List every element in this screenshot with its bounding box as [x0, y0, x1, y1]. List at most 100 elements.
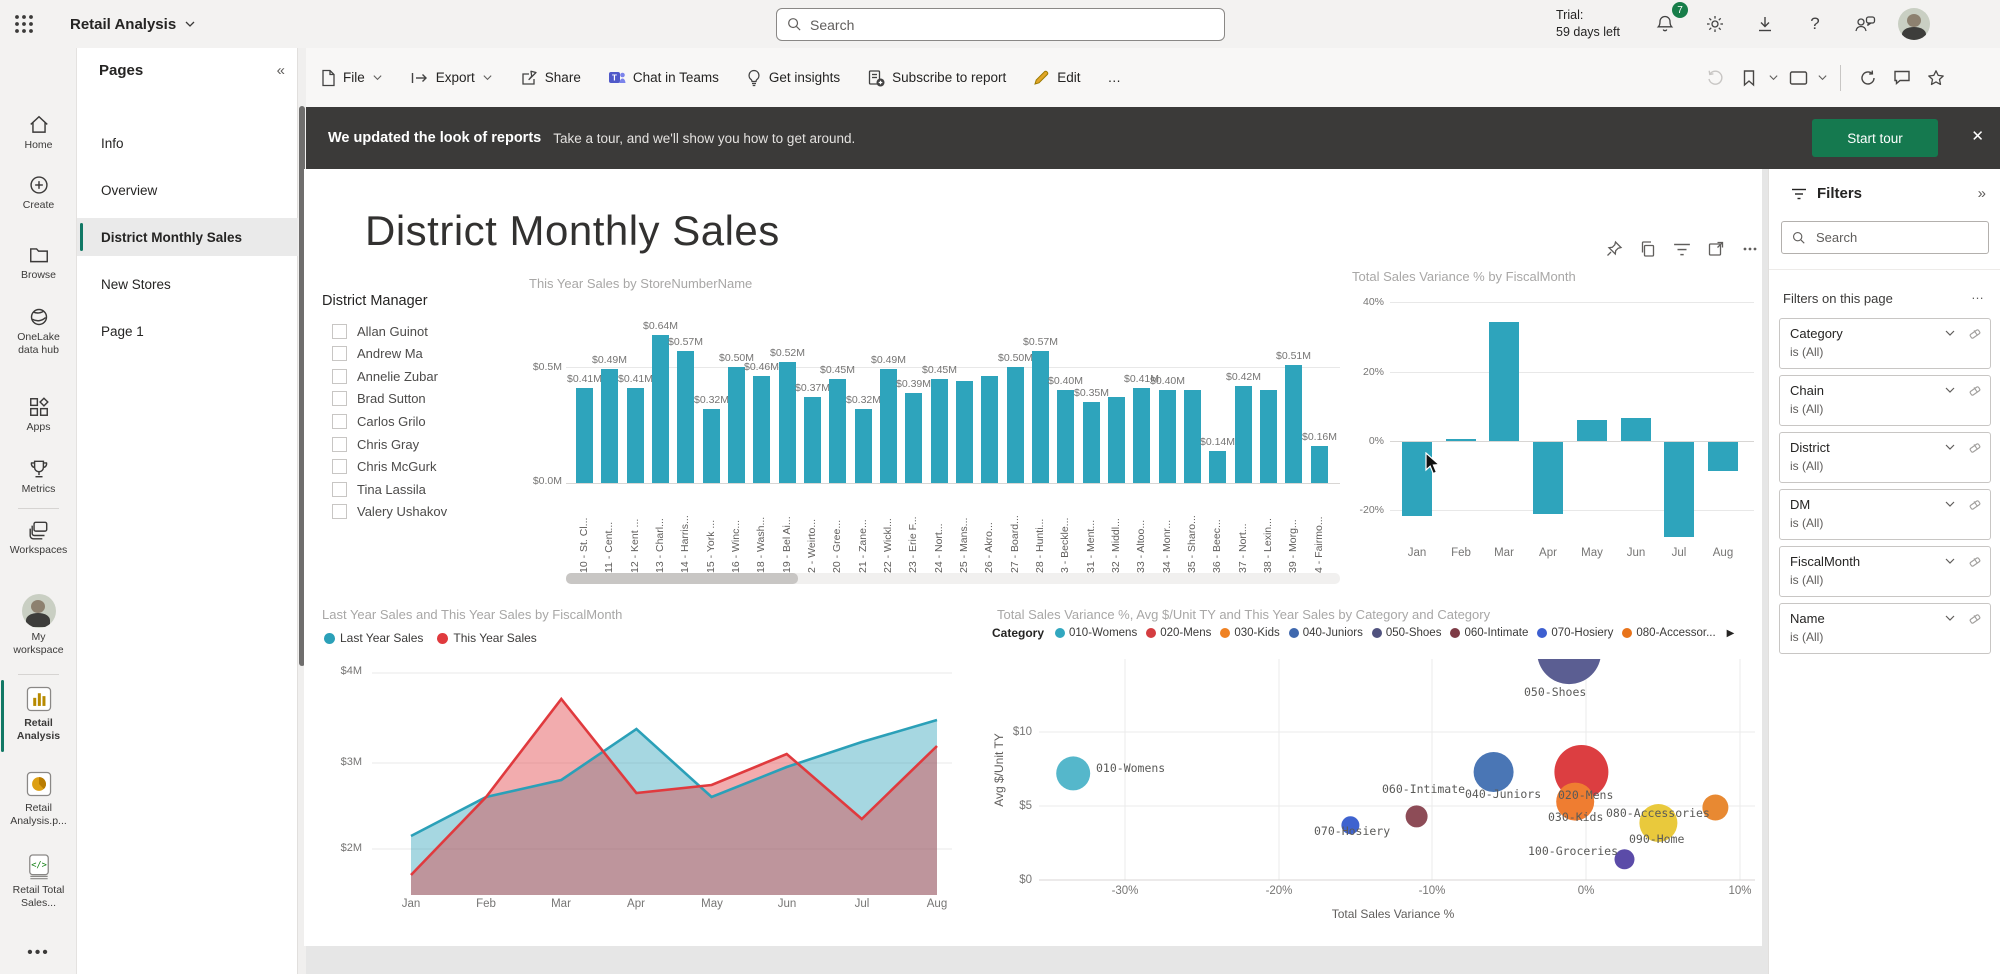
bubble-060-intimate[interactable] [1406, 805, 1428, 827]
clear-filter-icon[interactable] [1968, 327, 1982, 341]
start-tour-button[interactable]: Start tour [1812, 119, 1938, 157]
clear-filter-icon[interactable] [1968, 441, 1982, 455]
bar-19BelAi[interactable] [779, 362, 796, 483]
settings-button[interactable] [1698, 7, 1732, 41]
filter-card-category[interactable]: Categoryis (All) [1779, 318, 1991, 369]
checkbox[interactable] [332, 324, 347, 339]
legend-item-070-hosiery[interactable]: 070-Hosiery [1537, 627, 1613, 639]
filter-card-dm[interactable]: DMis (All) [1779, 489, 1991, 540]
bar-chart-scrollbar[interactable] [566, 573, 1340, 584]
toolbar-export[interactable]: Export [410, 70, 493, 86]
bar-32Middl[interactable] [1108, 397, 1125, 483]
legend-item-030-kids[interactable]: 030-Kids [1220, 627, 1279, 639]
clear-filter-icon[interactable] [1968, 555, 1982, 569]
toolbar-file[interactable]: File [320, 69, 383, 87]
filter-card-name[interactable]: Nameis (All) [1779, 603, 1991, 654]
bar-13Charl[interactable] [652, 335, 669, 483]
rail-item-create[interactable]: Create [0, 174, 77, 212]
sidebar-page-district-monthly-sales[interactable]: District Monthly Sales [77, 218, 298, 256]
rail-item-retail[interactable]: RetailAnalysis [0, 684, 77, 743]
rail-item-workspaces[interactable]: Workspaces [0, 519, 77, 557]
slicer-option-tina-lassila[interactable]: Tina Lassila [332, 479, 426, 499]
bar-24Nort[interactable] [931, 379, 948, 483]
pin-visual-button[interactable] [1602, 237, 1626, 261]
bar-33Altoo[interactable] [1133, 388, 1150, 483]
variance-bar-feb[interactable] [1446, 439, 1476, 441]
bar-14Harris[interactable] [677, 351, 694, 483]
toolbar-edit[interactable]: Edit [1033, 69, 1080, 86]
bar-15York[interactable] [703, 409, 720, 483]
filter-card-chain[interactable]: Chainis (All) [1779, 375, 1991, 426]
legend-scroll-right-icon[interactable]: ▶ [1727, 628, 1735, 639]
bar-31Ment[interactable] [1083, 402, 1100, 483]
bubble-040-juniors[interactable] [1474, 752, 1514, 792]
filters-search-input[interactable]: Search [1781, 221, 1989, 254]
app-launcher-button[interactable] [0, 0, 48, 48]
legend-item-050-shoes[interactable]: 050-Shoes [1372, 627, 1442, 639]
comments-button[interactable] [1887, 63, 1917, 93]
toolbar--[interactable]: … [1108, 70, 1122, 85]
variance-bar-mar[interactable] [1489, 322, 1519, 441]
bar-39Morg[interactable] [1285, 365, 1302, 483]
legend-item-010-womens[interactable]: 010-Womens [1055, 627, 1137, 639]
bar-26Akro[interactable] [981, 376, 998, 483]
sidebar-page-new-stores[interactable]: New Stores [77, 265, 298, 303]
notifications-button[interactable]: 7 [1648, 7, 1682, 41]
bubble-010-womens[interactable] [1056, 756, 1090, 790]
visual-filters-button[interactable] [1670, 237, 1694, 261]
clear-filter-icon[interactable] [1968, 384, 1982, 398]
legend-item-040-juniors[interactable]: 040-Juniors [1289, 627, 1363, 639]
variance-bar-apr[interactable] [1533, 442, 1563, 514]
sidebar-page-overview[interactable]: Overview [77, 171, 298, 209]
bar-34Monr[interactable] [1159, 390, 1176, 483]
filters-section-more-button[interactable]: … [1971, 287, 1984, 302]
checkbox[interactable] [332, 369, 347, 384]
global-search-input[interactable]: Search [776, 8, 1225, 41]
checkbox[interactable] [332, 459, 347, 474]
rail-item-my[interactable]: Myworkspace [0, 594, 77, 657]
chevron-down-icon[interactable] [1944, 612, 1956, 624]
chevron-down-icon[interactable] [1944, 384, 1956, 396]
refresh-button[interactable] [1853, 63, 1883, 93]
toolbar-subscribe-to-report[interactable]: Subscribe to report [867, 69, 1006, 87]
bar-23ErieF[interactable] [905, 393, 922, 483]
bar-38Lexin[interactable] [1260, 390, 1277, 483]
sidebar-page-info[interactable]: Info [77, 124, 298, 162]
bar-2Weirto[interactable] [804, 397, 821, 483]
chevron-down-icon[interactable] [1817, 72, 1828, 83]
bar-18Wash[interactable] [753, 376, 770, 483]
variance-bar-jul[interactable] [1664, 442, 1694, 537]
variance-bar-aug[interactable] [1708, 442, 1738, 471]
legend-item-080-accessor-[interactable]: 080-Accessor... [1622, 627, 1715, 639]
bar-37Nort[interactable] [1235, 386, 1252, 483]
view-button[interactable] [1783, 63, 1813, 93]
rail-more-button[interactable]: ••• [0, 946, 77, 959]
account-avatar[interactable] [1898, 8, 1930, 40]
checkbox[interactable] [332, 414, 347, 429]
rail-item-browse[interactable]: Browse [0, 244, 77, 282]
slicer-option-carlos-grilo[interactable]: Carlos Grilo [332, 411, 426, 431]
slicer-option-valery-ushakov[interactable]: Valery Ushakov [332, 502, 447, 522]
download-button[interactable] [1748, 7, 1782, 41]
legend-item-last-year-sales[interactable]: Last Year Sales [324, 631, 423, 645]
toolbar-get-insights[interactable]: Get insights [746, 69, 840, 87]
rail-item-apps[interactable]: Apps [0, 396, 77, 434]
rail-item-metrics[interactable]: Metrics [0, 458, 77, 496]
feedback-button[interactable] [1848, 7, 1882, 41]
bar-21Zane[interactable] [855, 409, 872, 483]
bar-16Winc[interactable] [728, 367, 745, 483]
chevron-down-icon[interactable] [1944, 441, 1956, 453]
bar-27Board[interactable] [1007, 367, 1024, 483]
legend-item-060-intimate[interactable]: 060-Intimate [1450, 627, 1528, 639]
slicer-option-brad-sutton[interactable]: Brad Sutton [332, 389, 426, 409]
slicer-option-allan-guinot[interactable]: Allan Guinot [332, 321, 428, 341]
slicer-option-andrew-ma[interactable]: Andrew Ma [332, 344, 423, 364]
bar-10StCl[interactable] [576, 388, 593, 483]
bar-36Beec[interactable] [1209, 451, 1226, 483]
slicer-option-chris-mcgurk[interactable]: Chris McGurk [332, 457, 436, 477]
slicer-option-chris-gray[interactable]: Chris Gray [332, 434, 419, 454]
rail-item-retail-total[interactable]: </>Retail TotalSales... [0, 851, 77, 910]
collapse-filters-button[interactable]: » [1978, 185, 1986, 202]
scrollbar-thumb[interactable] [566, 573, 798, 584]
chevron-down-icon[interactable] [1944, 327, 1956, 339]
